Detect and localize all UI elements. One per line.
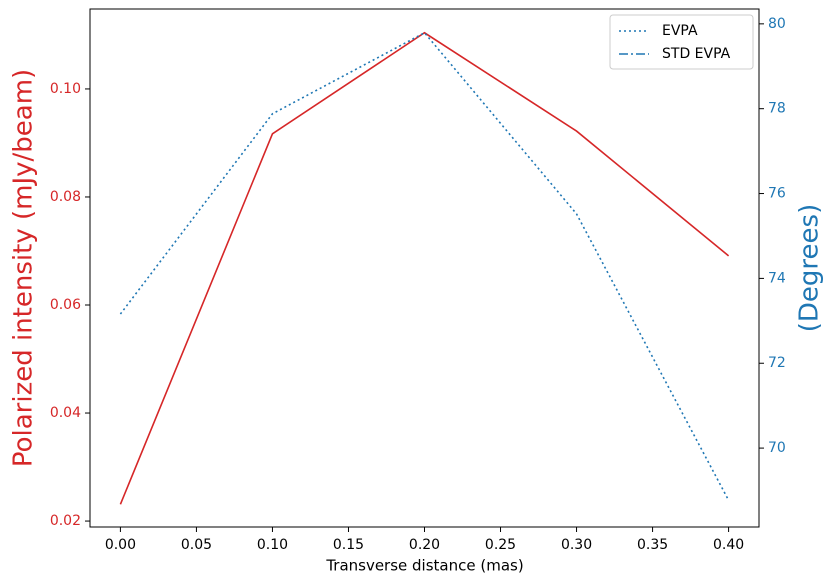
y2-tick-label: 70	[768, 440, 786, 456]
y-tick-label: 0.08	[50, 189, 81, 205]
x-tick-label: 0.15	[333, 537, 364, 553]
x-tick-label: 0.35	[637, 537, 668, 553]
y-axis-label: Polarized intensity (mJy/beam)	[9, 69, 39, 467]
x-tick-label: 0.25	[485, 537, 516, 553]
y-tick-label: 0.06	[50, 297, 81, 313]
legend-label: EVPA	[662, 23, 698, 39]
x-tick-label: 0.20	[409, 537, 440, 553]
y2-tick-label: 72	[768, 355, 786, 371]
y2-tick-label: 80	[768, 16, 786, 32]
x-tick-label: 0.30	[561, 537, 592, 553]
y2-tick-label: 76	[768, 186, 786, 202]
y-tick-label: 0.10	[50, 81, 81, 97]
x-tick-label: 0.05	[181, 537, 212, 553]
legend-label: STD EVPA	[662, 46, 731, 62]
legend-box	[609, 14, 754, 70]
y2-tick-label: 78	[768, 101, 786, 117]
x-tick-label: 0.00	[105, 537, 136, 553]
y2-tick-label: 74	[768, 270, 786, 286]
x-tick-label: 0.10	[257, 537, 288, 553]
y-tick-label: 0.02	[50, 513, 81, 529]
y-tick-label: 0.04	[50, 405, 81, 421]
y2-axis-label: (Degrees)	[795, 204, 825, 332]
x-tick-label: 0.40	[713, 537, 744, 553]
plot-frame	[89, 8, 760, 528]
series-line	[119, 31, 730, 505]
x-axis-label: Transverse distance (mas)	[325, 557, 523, 575]
